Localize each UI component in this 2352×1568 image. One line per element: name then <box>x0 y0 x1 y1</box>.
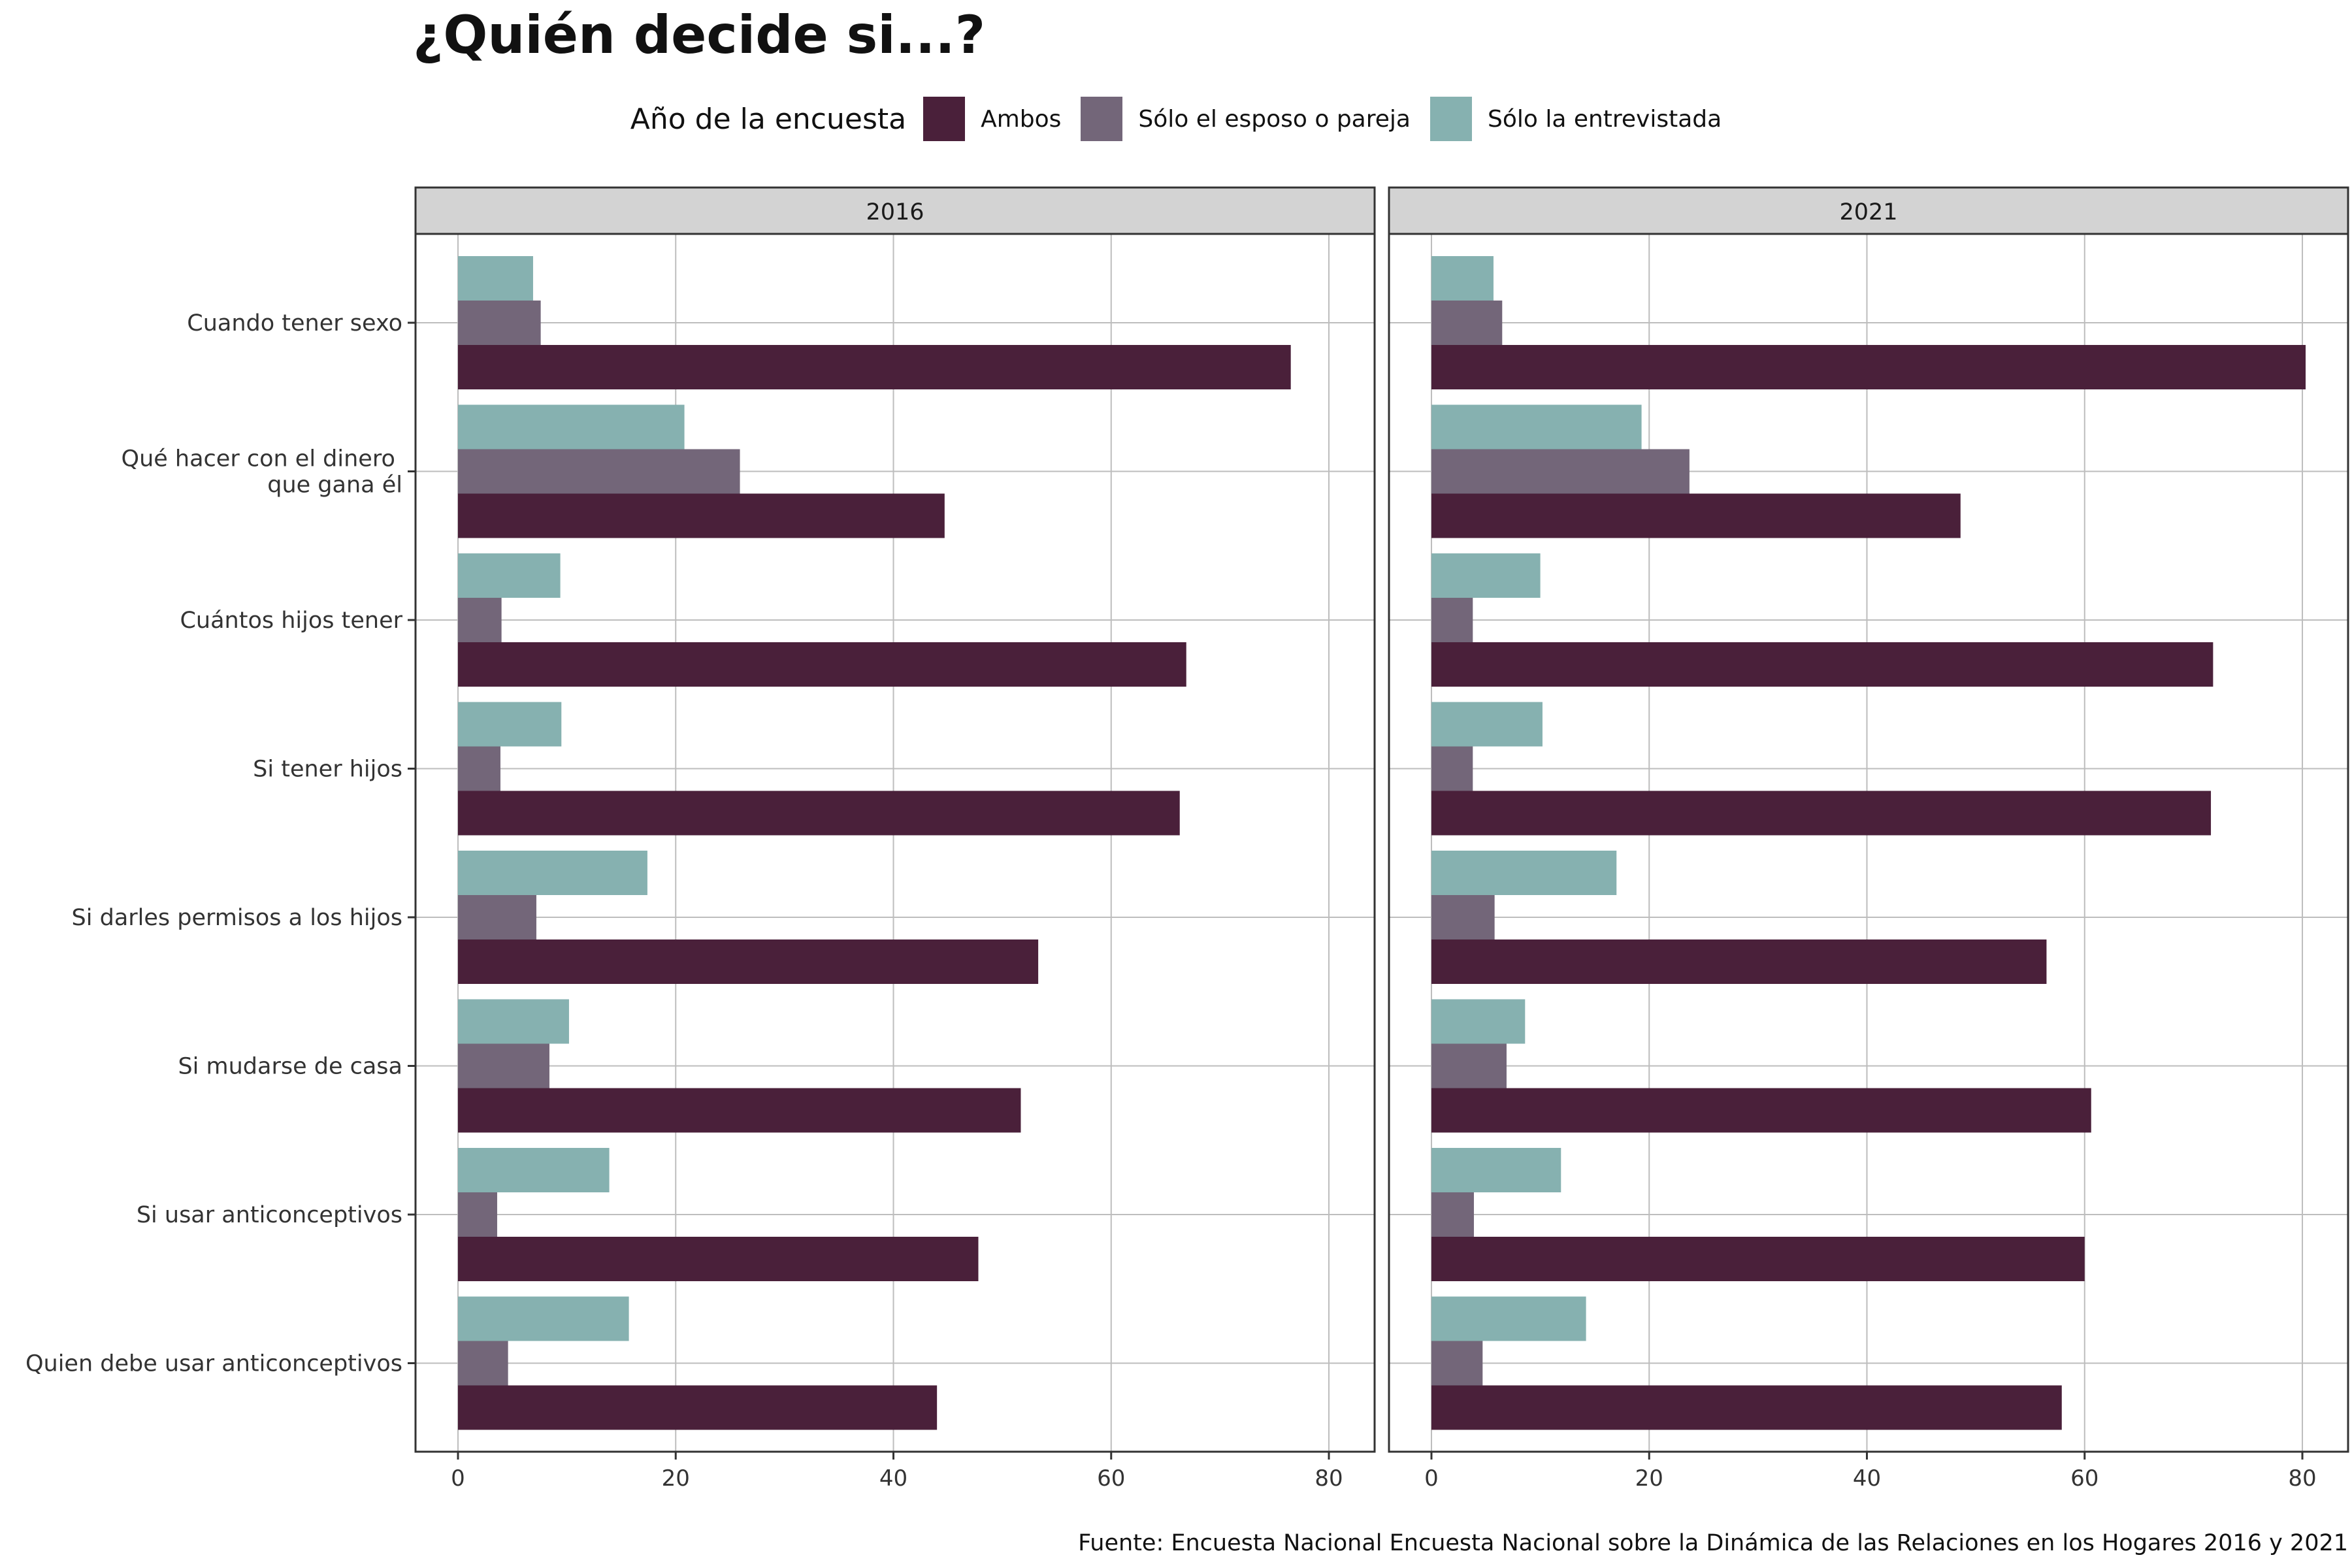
legend-swatch-ambos <box>923 97 966 141</box>
bar-ambos-2021 <box>1431 1237 2085 1281</box>
bar-solo-el-esposo-o-pareja-2021 <box>1431 598 1473 642</box>
legend-swatch-entrevistada <box>1429 97 1472 141</box>
x-tick-label: 80 <box>2288 1465 2316 1492</box>
bar-solo-la-entrevistada-2021 <box>1431 1296 1586 1341</box>
bar-solo-el-esposo-o-pareja-2016 <box>457 301 541 345</box>
bar-ambos-2016 <box>457 939 1039 984</box>
y-category-label: Si mudarse de casa <box>178 1054 402 1080</box>
y-category-label: Si tener hijos <box>253 757 402 783</box>
x-tick-label: 60 <box>2070 1465 2099 1492</box>
bar-ambos-2021 <box>1431 642 2213 687</box>
y-category-label: Quien debe usar anticonceptivos <box>25 1351 402 1377</box>
bar-solo-la-entrevistada-2016 <box>457 702 562 747</box>
bar-solo-la-entrevistada-2021 <box>1431 702 1543 747</box>
bar-solo-la-entrevistada-2016 <box>457 1296 629 1341</box>
bar-ambos-2016 <box>457 1385 938 1430</box>
y-category-label-line: Quien debe usar anticonceptivos <box>25 1351 402 1377</box>
facet-strip-2016 <box>414 186 1376 235</box>
bar-solo-el-esposo-o-pareja-2021 <box>1431 449 1690 494</box>
legend-swatch-esposo <box>1081 97 1123 141</box>
bar-solo-la-entrevistada-2016 <box>457 404 685 449</box>
y-category-label-line: Qué hacer con el dinero <box>122 446 402 472</box>
y-category-label-line: Si mudarse de casa <box>178 1054 402 1080</box>
x-tick-label: 0 <box>451 1465 465 1492</box>
bar-solo-el-esposo-o-pareja-2016 <box>457 598 502 642</box>
bar-solo-la-entrevistada-2021 <box>1431 1148 1561 1192</box>
legend: Año de la encuesta Ambos Sólo el esposo … <box>0 93 2352 145</box>
bar-solo-el-esposo-o-pareja-2021 <box>1431 746 1473 791</box>
bar-ambos-2016 <box>457 1237 979 1281</box>
chart-title: ¿Quién decide si...? <box>413 5 986 65</box>
legend-label-ambos: Ambos <box>981 105 1062 133</box>
bar-solo-el-esposo-o-pareja-2016 <box>457 895 536 939</box>
bar-solo-la-entrevistada-2016 <box>457 1148 610 1192</box>
bar-solo-la-entrevistada-2021 <box>1431 256 1494 301</box>
legend-label-entrevistada: Sólo la entrevistada <box>1487 105 1722 133</box>
bar-solo-la-entrevistada-2021 <box>1431 999 1526 1044</box>
bar-ambos-2021 <box>1431 345 2306 389</box>
y-category-label-line: Si darles permisos a los hijos <box>72 905 402 931</box>
bar-solo-la-entrevistada-2021 <box>1431 404 1642 449</box>
bar-solo-el-esposo-o-pareja-2016 <box>457 746 500 791</box>
legend-item-entrevistada: Sólo la entrevistada <box>1429 97 1722 141</box>
bar-ambos-2016 <box>457 345 1291 389</box>
bar-solo-el-esposo-o-pareja-2016 <box>457 1192 497 1237</box>
bar-ambos-2021 <box>1431 1088 2091 1133</box>
bar-solo-el-esposo-o-pareja-2021 <box>1431 301 1503 345</box>
bar-ambos-2016 <box>457 1088 1021 1133</box>
bar-solo-el-esposo-o-pareja-2016 <box>457 1341 508 1386</box>
x-tick-label: 40 <box>1853 1465 1881 1492</box>
y-category-label: Si usar anticonceptivos <box>137 1202 402 1228</box>
bar-solo-el-esposo-o-pareja-2021 <box>1431 1043 1507 1088</box>
bar-solo-la-entrevistada-2021 <box>1431 553 1541 598</box>
bar-solo-el-esposo-o-pareja-2021 <box>1431 1192 1474 1237</box>
y-category-label: Cuando tener sexo <box>187 310 402 336</box>
bar-ambos-2016 <box>457 791 1180 836</box>
x-tick-label: 20 <box>1635 1465 1663 1492</box>
panel-border-2021 <box>1388 233 2349 1453</box>
x-tick-label: 20 <box>662 1465 690 1492</box>
facet-label-2016: 2016 <box>866 199 924 225</box>
legend-item-esposo: Sólo el esposo o pareja <box>1081 97 1411 141</box>
y-category-label-line: que gana él <box>267 472 402 498</box>
bar-ambos-2021 <box>1431 1385 2062 1430</box>
legend-title: Año de la encuesta <box>630 102 907 136</box>
bar-solo-el-esposo-o-pareja-2016 <box>457 449 740 494</box>
y-category-label: Si darles permisos a los hijos <box>72 905 402 931</box>
bar-solo-la-entrevistada-2016 <box>457 553 561 598</box>
y-category-label-line: Si tener hijos <box>253 757 402 783</box>
facet-label-2021: 2021 <box>1839 199 1897 225</box>
y-category-label: Cuántos hijos tener <box>180 608 402 634</box>
bar-ambos-2021 <box>1431 939 2047 984</box>
bar-ambos-2016 <box>457 493 945 538</box>
y-category-label-line: Cuántos hijos tener <box>180 608 402 634</box>
bar-solo-la-entrevistada-2021 <box>1431 851 1617 895</box>
x-tick-label: 60 <box>1097 1465 1125 1492</box>
bar-solo-el-esposo-o-pareja-2021 <box>1431 895 1495 939</box>
x-tick-label: 40 <box>879 1465 907 1492</box>
y-category-label-line: Cuando tener sexo <box>187 310 402 336</box>
y-category-label-line: Si usar anticonceptivos <box>137 1202 402 1228</box>
legend-label-esposo: Sólo el esposo o pareja <box>1138 105 1411 133</box>
facet-strip-2021 <box>1388 186 2349 235</box>
bar-solo-la-entrevistada-2016 <box>457 999 569 1044</box>
panel-border-2016 <box>414 233 1376 1453</box>
x-tick-label: 0 <box>1424 1465 1439 1492</box>
legend-item-ambos: Ambos <box>923 97 1061 141</box>
bar-ambos-2016 <box>457 642 1186 687</box>
bar-solo-la-entrevistada-2016 <box>457 256 533 301</box>
x-tick-label: 80 <box>1315 1465 1343 1492</box>
bar-ambos-2021 <box>1431 791 2212 836</box>
source-caption: Fuente: Encuesta Nacional Encuesta Nacio… <box>1078 1530 2348 1556</box>
bar-solo-el-esposo-o-pareja-2021 <box>1431 1341 1483 1386</box>
bar-solo-la-entrevistada-2016 <box>457 851 647 895</box>
y-category-label: Qué hacer con el dinero que gana él <box>122 446 402 498</box>
bar-ambos-2021 <box>1431 493 1961 538</box>
bar-solo-el-esposo-o-pareja-2016 <box>457 1043 549 1088</box>
